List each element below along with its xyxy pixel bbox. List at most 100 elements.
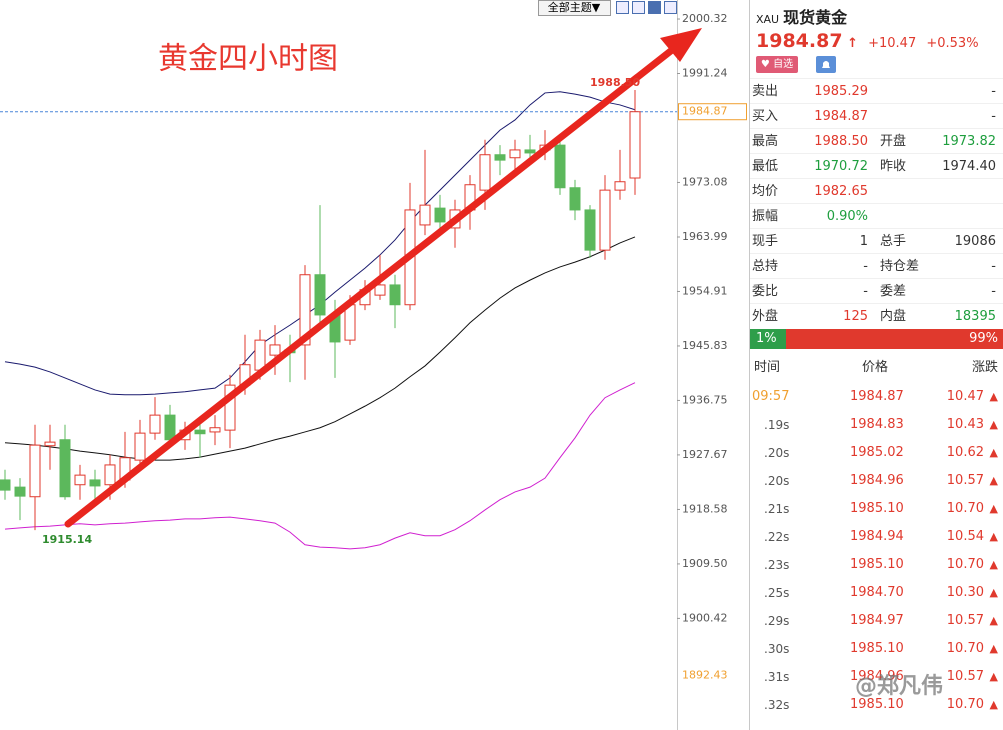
tool-icon[interactable] — [664, 1, 677, 14]
ratio-bar: 1% 99% — [750, 329, 1003, 349]
trade-time: .21s — [764, 502, 790, 516]
sell-bar — [786, 329, 1003, 349]
trade-change: 10.70 — [946, 697, 984, 712]
y-tick-label: 1900.42 — [682, 611, 728, 624]
row-label: 最高 — [752, 134, 779, 149]
candle-body — [59, 439, 71, 498]
watermark: @郑凡伟 — [855, 674, 944, 699]
alert-button[interactable] — [816, 56, 836, 73]
watch-button[interactable]: ♥ 自选 — [756, 56, 798, 73]
trade-time: .22s — [764, 530, 790, 544]
last-price-label: 1984.87 — [682, 105, 728, 118]
trade-row: .32s 1985.10 10.70 ▲ — [750, 691, 1003, 719]
candle-body — [584, 209, 596, 251]
y-tick-label: 1954.91 — [682, 284, 728, 297]
trade-row: .31s 1984.96 10.57 ▲ — [750, 663, 1003, 691]
tool-icon[interactable] — [632, 1, 645, 14]
arrow-shaft — [64, 46, 676, 528]
trade-time: .30s — [764, 642, 790, 656]
arrow-head — [660, 28, 702, 62]
candle-body — [494, 154, 506, 161]
header-change: 涨跌 — [971, 360, 998, 375]
trade-arrow: ▲ — [989, 446, 998, 459]
candle-body — [104, 464, 116, 486]
trade-time: .19s — [764, 418, 790, 432]
y-tick-label: 1918.58 — [682, 502, 728, 515]
plot: 2000.32 1991.24 1973.08 1963.99 1954.91 1945.… — [0, 12, 728, 681]
trade-change: 10.57 — [946, 669, 984, 684]
change: +10.47 — [868, 36, 917, 51]
trade-time: 09:57 — [752, 389, 790, 404]
trade-arrow: ▲ — [989, 642, 998, 655]
row-label: 振幅 — [752, 209, 779, 224]
row-value: 1988.50 — [814, 134, 868, 149]
quote-row: 外盘 125 内盘 18395 — [750, 303, 1003, 329]
quote-row: 现手 1 总手 19086 — [750, 228, 1003, 254]
candle-body — [194, 429, 206, 435]
trade-change: 10.54 — [946, 529, 984, 544]
candle-body — [389, 284, 401, 306]
row-label: 买入 — [752, 109, 779, 124]
trade-change: 10.57 — [946, 613, 984, 628]
row-label2: 持仓差 — [880, 259, 920, 274]
row-label2: 昨收 — [880, 159, 907, 174]
watch-label[interactable]: 自选 — [773, 59, 794, 70]
trade-price: 1984.87 — [850, 389, 904, 404]
quote-header: XAU 现货黄金 — [756, 4, 847, 28]
row-label: 卖出 — [752, 84, 779, 99]
quote-row: 均价 1982.65 — [750, 178, 1003, 204]
row-value2: 19086 — [954, 234, 996, 249]
row-value: 0.90% — [826, 209, 868, 224]
low-tick-label: 1892.43 — [682, 668, 728, 681]
sell-ratio: 99% — [969, 331, 998, 346]
row-value2: 18395 — [954, 309, 996, 324]
trade-arrow: ▲ — [989, 558, 998, 571]
trade-time: .32s — [764, 698, 790, 712]
quote-row: 买入 1984.87 - — [750, 103, 1003, 129]
theme-button-label[interactable]: 全部主题▼ — [548, 0, 601, 14]
candle-body — [74, 474, 86, 486]
row-value: 1984.87 — [814, 109, 868, 124]
trade-time: .25s — [764, 586, 790, 600]
quote-row: 委比 - 委差 - — [750, 278, 1003, 304]
trade-price: 1984.97 — [850, 613, 904, 628]
y-tick-label: 2000.32 — [682, 12, 728, 25]
trade-row: .19s 1984.83 10.43 ▲ — [750, 411, 1003, 439]
candle-body — [149, 414, 161, 434]
row-label: 外盘 — [752, 309, 779, 324]
candle-body — [29, 444, 41, 498]
last-price: 1984.87 — [756, 30, 843, 52]
candle-body — [434, 207, 446, 223]
quote-row: 最低 1970.72 昨收 1974.40 — [750, 153, 1003, 179]
buy-ratio: 1% — [756, 331, 777, 346]
low-label: 1915.14 — [42, 533, 92, 546]
row-value: - — [863, 259, 868, 274]
row-value2: 1974.40 — [942, 159, 996, 174]
bell-icon[interactable] — [816, 56, 836, 73]
row-value: 125 — [843, 309, 868, 324]
theme-button[interactable] — [538, 0, 611, 16]
tool-icon[interactable] — [616, 1, 629, 14]
row-label2: 开盘 — [880, 134, 907, 149]
tool-icon[interactable] — [648, 1, 661, 14]
candle-body — [599, 189, 611, 251]
row-label: 总持 — [752, 259, 779, 274]
quote-row: 最高 1988.50 开盘 1973.82 — [750, 128, 1003, 154]
trade-arrow: ▲ — [989, 670, 998, 683]
trade-time: .20s — [764, 474, 790, 488]
candle-body — [479, 154, 491, 191]
trade-arrow: ▲ — [989, 586, 998, 599]
row-value: 1970.72 — [814, 159, 868, 174]
trade-row: .23s 1985.10 10.70 ▲ — [750, 551, 1003, 579]
candle-body — [164, 414, 176, 441]
trade-change: 10.70 — [946, 501, 984, 516]
candle-body — [89, 479, 101, 487]
trade-row: .22s 1984.94 10.54 ▲ — [750, 523, 1003, 551]
trade-price: 1985.10 — [850, 641, 904, 656]
candle-body — [509, 149, 521, 159]
candle-body — [209, 427, 221, 433]
trade-change: 10.30 — [946, 585, 984, 600]
quote-panel: XAU 现货黄金 1984.87 ↑ +10.47 +0.53% ♥ 自选 卖出 1… — [749, 0, 1003, 730]
last-price-tag — [678, 103, 747, 121]
trade-price: 1984.96 — [850, 669, 904, 684]
